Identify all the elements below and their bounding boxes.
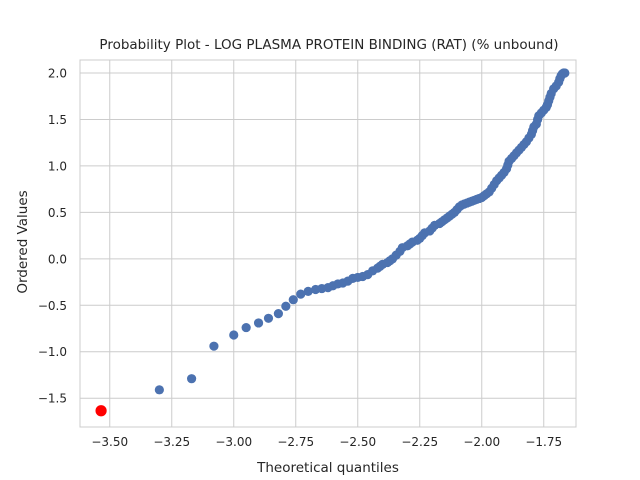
y-tick-label: −1.0 xyxy=(38,345,67,359)
data-point xyxy=(263,313,274,323)
data-point xyxy=(273,309,283,319)
y-tick-label: 0.5 xyxy=(48,206,67,220)
y-tick-label: 1.0 xyxy=(48,159,67,173)
data-point xyxy=(303,286,313,296)
x-tick-label: −2.75 xyxy=(277,435,314,449)
data-point xyxy=(154,385,164,395)
highlighted-point-group xyxy=(95,405,107,417)
data-point xyxy=(560,68,570,78)
y-tick-label: 0.0 xyxy=(48,252,67,266)
y-tick-label: 2.0 xyxy=(48,67,67,81)
data-points xyxy=(154,68,570,395)
data-point xyxy=(253,318,264,328)
x-axis-ticks: −3.50 −3.25 −3.00 −2.75 −2.50 −2.25 −2.00 −1.75 xyxy=(91,435,562,449)
x-tick-label: −2.25 xyxy=(401,435,438,449)
x-tick-label: −3.50 xyxy=(91,435,128,449)
x-tick-label: −2.00 xyxy=(463,435,500,449)
data-point xyxy=(229,330,239,340)
y-tick-label: −0.5 xyxy=(38,299,67,313)
grid-lines xyxy=(80,60,576,427)
data-point xyxy=(288,295,298,305)
y-axis-ticks: −1.5 −1.0 −0.5 0.0 0.5 1.0 1.5 2.0 xyxy=(38,67,67,406)
x-tick-label: −3.00 xyxy=(215,435,252,449)
plot-area-frame xyxy=(79,59,577,428)
data-point xyxy=(241,322,251,333)
data-point xyxy=(281,301,291,311)
y-tick-label: −1.5 xyxy=(38,392,67,406)
x-tick-label: −1.75 xyxy=(525,435,562,449)
x-axis-label: Theoretical quantiles xyxy=(256,460,399,476)
x-tick-label: −3.25 xyxy=(153,435,190,449)
data-point xyxy=(187,374,197,384)
chart-title: Probability Plot - LOG PLASMA PROTEIN BI… xyxy=(99,37,558,53)
data-point xyxy=(209,341,219,351)
y-tick-label: 1.5 xyxy=(48,113,67,127)
data-point xyxy=(296,289,306,299)
y-axis-label: Ordered Values xyxy=(15,190,31,293)
highlighted-data-point xyxy=(95,405,107,417)
x-tick-label: −2.50 xyxy=(339,435,376,449)
